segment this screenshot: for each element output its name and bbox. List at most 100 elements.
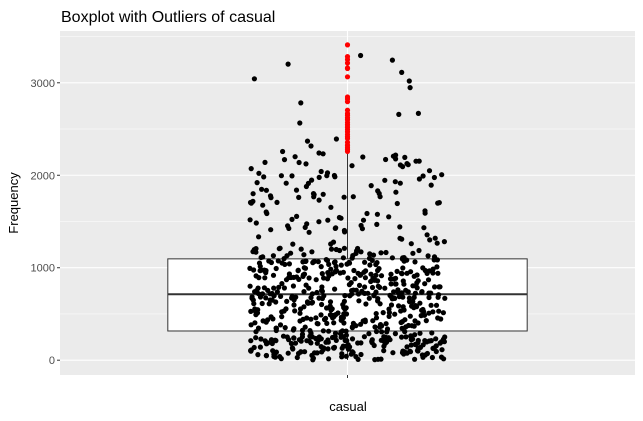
data-point	[422, 210, 428, 216]
data-point	[318, 168, 324, 175]
data-point	[358, 272, 364, 278]
data-point	[393, 275, 399, 281]
data-point	[341, 245, 347, 251]
data-point	[258, 254, 264, 261]
data-point	[374, 221, 380, 227]
data-point	[409, 303, 415, 309]
data-point	[305, 180, 311, 186]
data-point	[356, 298, 362, 304]
data-point	[303, 161, 309, 167]
data-point	[331, 344, 338, 350]
data-point	[410, 336, 416, 342]
data-point	[342, 293, 348, 299]
data-point	[361, 334, 367, 340]
data-point	[262, 275, 268, 281]
data-point	[294, 354, 300, 361]
data-point	[269, 340, 275, 347]
data-point	[395, 290, 402, 296]
data-point	[429, 330, 435, 336]
data-point	[324, 170, 331, 176]
data-point	[249, 295, 255, 301]
data-point	[328, 204, 334, 210]
data-point	[425, 253, 431, 259]
data-point	[420, 342, 426, 348]
data-point	[254, 180, 260, 186]
data-point	[321, 275, 327, 281]
data-point	[366, 295, 372, 301]
data-point	[333, 136, 339, 142]
data-point	[332, 330, 339, 336]
data-point	[333, 263, 339, 269]
data-point	[421, 309, 427, 315]
data-point	[289, 216, 295, 222]
data-point	[406, 295, 412, 301]
data-point	[410, 250, 416, 256]
data-point	[333, 312, 339, 318]
data-point	[274, 199, 280, 205]
data-point	[362, 259, 368, 265]
data-point	[428, 338, 434, 344]
y-tick-label: 0	[49, 355, 55, 367]
data-point	[266, 258, 272, 264]
data-point	[413, 158, 419, 164]
data-point	[277, 354, 283, 360]
data-point	[284, 253, 290, 259]
data-point	[396, 111, 402, 117]
data-point	[412, 356, 418, 362]
data-point	[399, 334, 405, 340]
data-point	[258, 336, 264, 342]
data-point	[400, 265, 406, 271]
data-point	[404, 161, 410, 167]
data-point	[432, 284, 438, 290]
data-point	[256, 234, 262, 240]
data-point	[289, 173, 295, 179]
y-tick-label: 3000	[31, 78, 55, 90]
data-point	[351, 267, 357, 274]
data-point	[378, 356, 384, 362]
data-point	[388, 281, 394, 287]
data-point	[296, 159, 302, 166]
data-point	[439, 172, 445, 178]
data-point	[403, 334, 409, 340]
data-point	[309, 177, 315, 183]
data-point	[264, 210, 270, 217]
data-point	[401, 255, 407, 261]
data-point	[325, 339, 331, 345]
data-point	[399, 319, 405, 325]
data-point	[339, 328, 346, 334]
data-point	[286, 271, 292, 277]
data-point	[392, 331, 398, 337]
data-point	[424, 232, 430, 238]
outlier-point	[344, 107, 351, 113]
data-point	[327, 299, 334, 305]
data-point	[377, 301, 383, 307]
data-point	[434, 240, 440, 246]
data-point	[373, 315, 380, 321]
data-point	[304, 138, 311, 144]
data-point	[431, 254, 438, 260]
data-point	[299, 327, 306, 333]
data-point	[333, 337, 339, 343]
data-point	[410, 283, 416, 289]
data-point	[309, 249, 315, 255]
data-point	[250, 198, 256, 204]
data-point	[350, 194, 356, 200]
data-point	[319, 295, 325, 302]
data-point	[438, 316, 444, 322]
data-point	[248, 348, 254, 354]
data-point	[419, 289, 425, 295]
data-point	[428, 182, 434, 188]
data-point	[435, 270, 441, 276]
data-point	[368, 271, 374, 277]
data-point	[387, 337, 393, 343]
data-point	[333, 225, 339, 231]
data-point	[292, 308, 298, 314]
y-tick-label: 2000	[31, 170, 55, 182]
data-point	[410, 298, 416, 305]
data-point	[412, 290, 418, 296]
data-point	[378, 273, 385, 279]
data-point	[412, 259, 418, 265]
data-point	[427, 237, 433, 243]
data-point	[399, 350, 406, 356]
data-point	[349, 163, 355, 169]
